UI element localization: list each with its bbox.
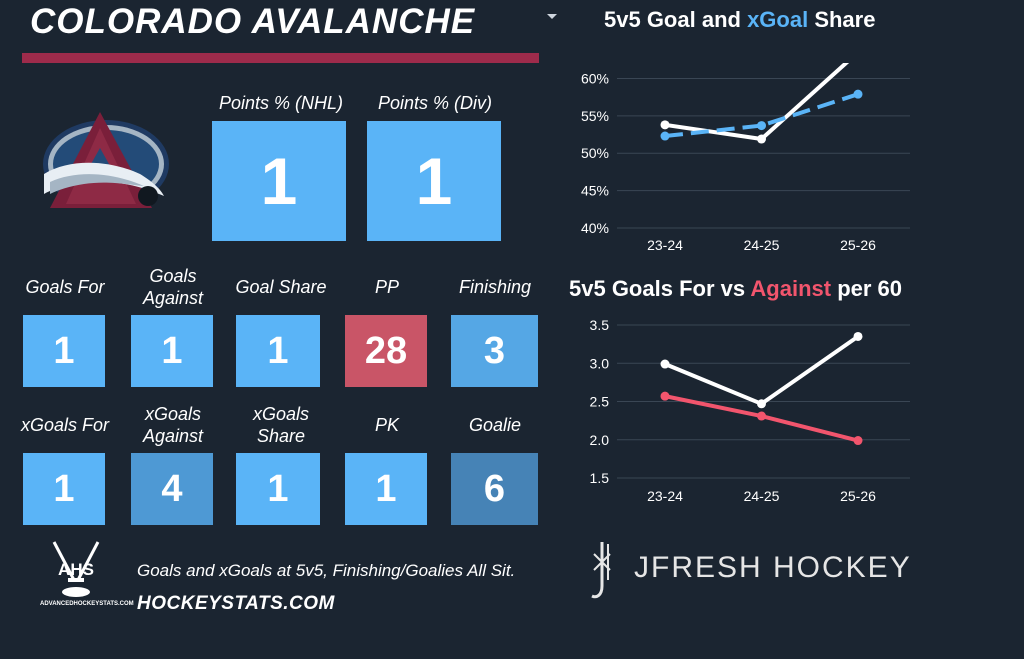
chart-title-part: 5v5 Goal and: [604, 7, 748, 32]
goal-share-tile: 1: [236, 315, 320, 387]
x-tick-label: 24-25: [744, 488, 780, 504]
points-pct-nhl-tile: 1: [212, 121, 346, 241]
chart-title-part: Share: [808, 7, 876, 32]
goal-share-chart: 40% 45% 50% 55% 60% 23-24 24-25 25-26: [581, 48, 910, 253]
series-xgoal: [660, 89, 863, 141]
data-point: [660, 131, 670, 141]
goals-against-tile: 1: [131, 315, 213, 387]
goals-for-label: Goals For: [25, 277, 105, 297]
hockeystats-link[interactable]: HOCKEYSTATS.COM: [137, 593, 335, 614]
finishing-tile: 3: [451, 315, 538, 387]
xgoals-for-tile: 1: [23, 453, 105, 525]
jfresh-hockey-brand: JFRESH HOCKEY: [634, 551, 912, 584]
goals-for-tile: 1: [23, 315, 105, 387]
ahs-website-small-text: ADVANCEDHOCKEYSTATS.COM: [40, 601, 134, 607]
data-point: [660, 391, 670, 401]
data-point: [660, 359, 670, 369]
xgoals-share-tile: 1: [236, 453, 320, 525]
goals-per60-chart: 1.5 2.0 2.5 3.0 3.5 23-24 24-25 25-26: [590, 317, 910, 504]
chart-title-highlight: xGoal: [747, 7, 809, 32]
data-point: [853, 89, 863, 99]
y-tick-label: 55%: [581, 108, 609, 124]
x-tick-label: 25-26: [840, 237, 876, 253]
pp-label: PP: [374, 277, 399, 297]
pk-tile: 1: [345, 453, 427, 525]
goal-share-chart-title: 5v5 Goal and xGoal Share: [604, 7, 875, 33]
data-point: [757, 399, 766, 409]
x-tick-label: 23-24: [647, 488, 683, 504]
y-tick-label: 3.0: [590, 355, 610, 371]
x-tick-label: 23-24: [647, 237, 683, 253]
ahs-logo-icon: AHS: [52, 541, 100, 597]
xgoals-against-tile: 4: [131, 453, 213, 525]
y-tick-label: 40%: [581, 220, 609, 236]
y-tick-label: 2.0: [590, 432, 610, 448]
y-tick-label: 60%: [581, 70, 609, 86]
finishing-label: Finishing: [458, 277, 532, 297]
chart-title-part: per 60: [831, 276, 903, 301]
pk-label: PK: [374, 415, 399, 435]
chart-title-part: 5v5 Goals For vs: [569, 276, 751, 301]
data-point: [757, 134, 766, 144]
data-point: [757, 121, 766, 131]
data-point: [757, 411, 766, 421]
footnote-text: Goals and xGoals at 5v5, Finishing/Goali…: [137, 561, 516, 580]
xgoals-against-label: xGoals Against: [142, 404, 204, 446]
x-tick-label: 24-25: [744, 237, 780, 253]
y-tick-label: 3.5: [590, 317, 610, 333]
points-pct-div-tile: 1: [367, 121, 501, 241]
avalanche-logo-icon: [43, 112, 169, 208]
data-point: [853, 331, 863, 341]
points-pct-nhl-label: Points % (NHL): [218, 93, 344, 113]
goals-per60-chart-title: 5v5 Goals For vs Against per 60: [569, 276, 902, 302]
ahs-logo-text: AHS: [58, 560, 94, 579]
series-for: [660, 331, 863, 409]
y-tick-label: 1.5: [590, 470, 610, 486]
data-point: [854, 48, 863, 57]
series-line: [664, 334, 860, 406]
xgoals-share-label: xGoals Share: [252, 404, 310, 446]
chart-title-highlight: Against: [750, 276, 832, 301]
team-title: COLORADO AVALANCHE: [30, 2, 476, 41]
data-point: [853, 436, 863, 446]
header-accent-bar: [22, 53, 539, 63]
series-line: [664, 92, 859, 139]
xgoals-for-label: xGoals For: [20, 415, 110, 435]
y-tick-label: 50%: [581, 145, 609, 161]
goalie-label: Goalie: [468, 415, 522, 435]
jfresh-logo-icon: [591, 542, 611, 599]
y-tick-label: 45%: [581, 183, 609, 199]
data-point: [660, 120, 670, 130]
goals-against-label: Goals Against: [142, 266, 204, 308]
series-goal: [660, 48, 863, 144]
pp-tile: 28: [345, 315, 427, 387]
x-tick-label: 25-26: [840, 488, 876, 504]
goalie-tile: 6: [451, 453, 538, 525]
y-tick-label: 2.5: [590, 394, 610, 410]
goal-share-label: Goal Share: [235, 277, 327, 297]
points-pct-div-label: Points % (Div): [377, 93, 493, 113]
series-against: [660, 391, 863, 446]
team-dropdown-icon[interactable]: [547, 14, 557, 19]
